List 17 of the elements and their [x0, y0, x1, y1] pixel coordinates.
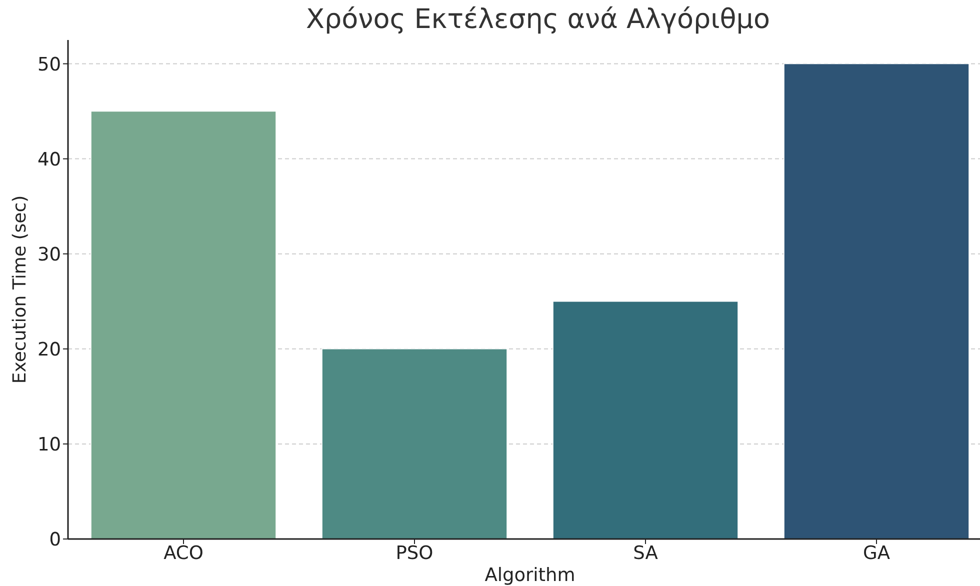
y-tick-label: 40: [37, 149, 61, 170]
chart-title: Χρόνος Εκτέλεσης ανά Αλγόριθμο: [305, 4, 771, 36]
y-axis-title: Execution Time (sec): [9, 195, 30, 384]
bar: [90, 110, 276, 539]
y-tick-label: 10: [37, 434, 61, 456]
x-tick-label: ACO: [164, 543, 204, 564]
bar: [322, 348, 508, 539]
x-tick-label: SA: [633, 543, 658, 564]
bar: [784, 63, 970, 539]
y-tick-label: 30: [37, 244, 61, 266]
bar: [552, 300, 738, 539]
x-tick-label: PSO: [396, 543, 434, 564]
y-tick-label: 50: [37, 54, 61, 76]
x-tick-label: GA: [863, 543, 890, 564]
x-axis-title: Algorithm: [484, 565, 576, 586]
y-tick-label: 0: [49, 530, 61, 551]
y-tick-label: 20: [37, 339, 61, 360]
